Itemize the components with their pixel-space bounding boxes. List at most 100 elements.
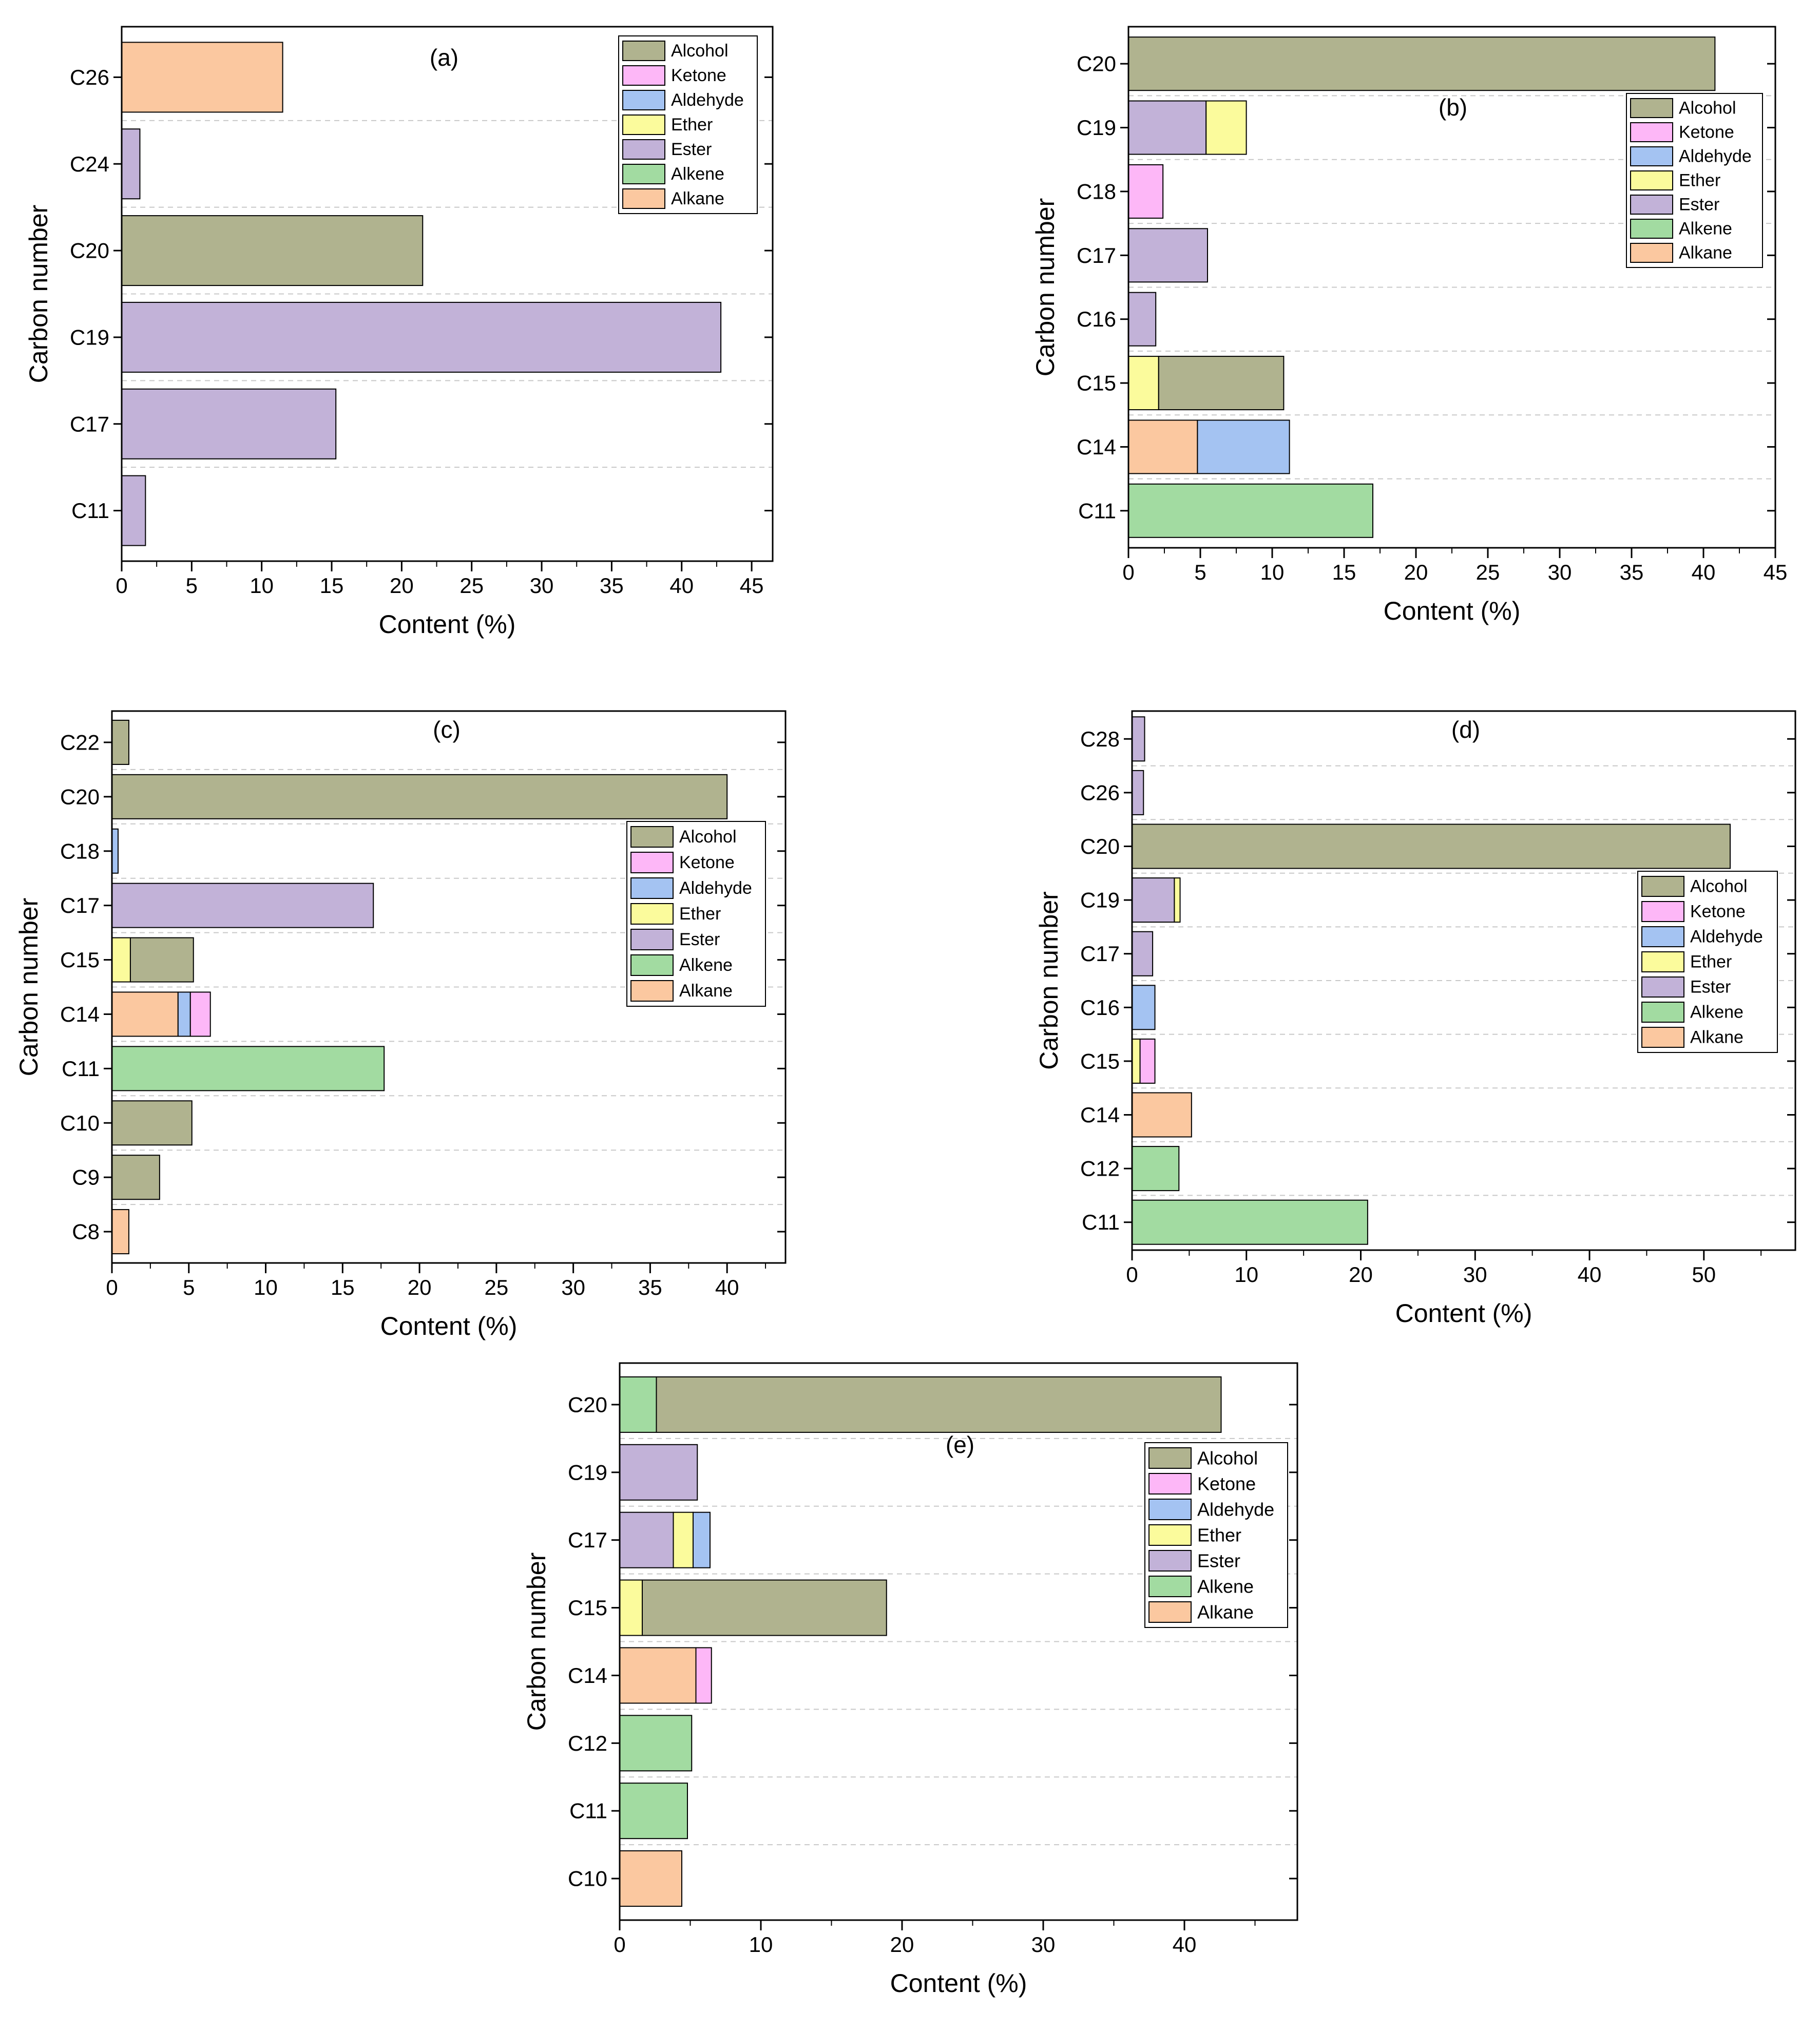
- legend-swatch-aldehyde: [1630, 146, 1673, 166]
- bar-c9-alcohol: [111, 1155, 160, 1200]
- x-tick-label: 15: [331, 1275, 355, 1299]
- legend-label-alcohol: Alcohol: [679, 827, 737, 847]
- panel-d: C11 C12 C14 C15 C16 C17 C19 C20 C26 C28 0 10 20 30 40 5…: [1034, 710, 1796, 1328]
- y-tick-label: C20: [1080, 834, 1120, 858]
- legend-swatch-alkane: [1148, 1601, 1192, 1623]
- legend-swatch-ketone: [630, 852, 674, 873]
- bar-c17-ester: [111, 883, 374, 928]
- x-tick-label: 45: [740, 573, 764, 598]
- bar-c15-ether: [1128, 356, 1159, 411]
- x-tick-label: 35: [600, 573, 624, 598]
- legend-label-ester: Ester: [1679, 195, 1719, 215]
- plot-frame: [111, 710, 787, 1264]
- legend-swatch-ester: [1630, 195, 1673, 215]
- legend-swatch-ester: [630, 929, 674, 950]
- bar-c19-ester: [121, 301, 722, 373]
- bar-c19-ester: [1128, 100, 1207, 155]
- legend-label-aldehyde: Aldehyde: [679, 878, 752, 898]
- y-tick-label: C17: [70, 412, 109, 436]
- bar-c15-ether: [111, 937, 131, 983]
- legend-swatch-ester: [1148, 1550, 1192, 1572]
- legend-label-alkane: Alkane: [671, 189, 724, 208]
- legend-swatch-ketone: [1148, 1473, 1192, 1494]
- x-tick-label: 45: [1764, 560, 1788, 584]
- legend-swatch-alkane: [1641, 1027, 1684, 1048]
- legend-swatch-ester: [1641, 976, 1684, 998]
- bar-c14-aldehyde: [177, 991, 191, 1037]
- legend-swatch-ether: [1148, 1524, 1192, 1546]
- bar-c10-alcohol: [111, 1100, 193, 1146]
- y-tick-label: C20: [70, 239, 109, 263]
- bar-c15-ketone: [1139, 1038, 1156, 1084]
- legend-label-aldehyde: Aldehyde: [1690, 927, 1763, 947]
- x-tick-label: 0: [106, 1275, 118, 1299]
- panel-label: (d): [1451, 716, 1480, 743]
- bar-c11-alkene: [1132, 1199, 1368, 1245]
- x-tick-label: 0: [116, 573, 127, 598]
- legend-label-ester: Ester: [671, 140, 712, 159]
- legend-label-alkene: Alkene: [1679, 219, 1732, 239]
- x-tick-label: 10: [254, 1275, 278, 1299]
- x-tick-label: 5: [183, 1275, 195, 1299]
- bar-c14-alkane: [619, 1647, 697, 1704]
- y-axis-title: Carbon number: [24, 205, 53, 383]
- y-tick-label: C11: [569, 1799, 607, 1823]
- legend-swatch-alkene: [630, 954, 674, 976]
- x-tick-label: 0: [614, 1932, 625, 1957]
- legend-label-ketone: Ketone: [1679, 123, 1734, 142]
- bar-c17-ester: [619, 1511, 674, 1568]
- bar-c20-alkene: [619, 1376, 657, 1433]
- legend-label-alkene: Alkene: [671, 164, 724, 184]
- legend-label-alkane: Alkane: [1679, 243, 1732, 263]
- legend-swatch-alkene: [1148, 1576, 1192, 1597]
- y-tick-label: C20: [1077, 52, 1116, 76]
- panel-a: C11 C17 C19 C20 C24 C26 0 5 10 15 20 25 30 35 40 45 Cont…: [24, 26, 774, 639]
- bar-c12-alkene: [619, 1715, 693, 1772]
- y-tick-label: C9: [72, 1165, 100, 1190]
- legend-swatch-alkane: [622, 188, 665, 209]
- x-tick-label: 0: [1122, 560, 1134, 584]
- x-tick-label: 20: [1404, 560, 1428, 584]
- y-tick-label: C14: [60, 1002, 100, 1026]
- x-axis-title: Content (%): [1384, 597, 1521, 625]
- y-axis-title: Carbon number: [1034, 891, 1063, 1069]
- y-tick-label: C26: [1080, 780, 1120, 804]
- y-tick-label: C12: [1080, 1157, 1120, 1181]
- bar-c8-alkane: [111, 1209, 129, 1255]
- bar-c26-alkane: [121, 42, 283, 113]
- bar-c20-alcohol: [1128, 36, 1716, 91]
- bar-c11-ester: [121, 475, 146, 546]
- x-tick-label: 25: [1476, 560, 1500, 584]
- legend-label-ether: Ether: [1690, 952, 1732, 972]
- bar-c18-aldehyde: [111, 828, 119, 874]
- bar-c10-alkane: [619, 1850, 682, 1907]
- bar-c12-alkene: [1132, 1146, 1180, 1192]
- y-tick-label: C28: [1080, 727, 1120, 751]
- legend-label-alkane: Alkane: [1690, 1028, 1744, 1047]
- y-tick-label: C14: [568, 1663, 607, 1688]
- x-tick-label: 5: [186, 573, 198, 598]
- legend-label-alcohol: Alcohol: [1690, 877, 1748, 896]
- bar-c16-aldehyde: [1132, 985, 1156, 1030]
- bar-c17-ether: [673, 1511, 694, 1568]
- y-tick-label: C11: [71, 499, 109, 523]
- legend-label-ketone: Ketone: [1197, 1473, 1256, 1494]
- y-tick-label: C15: [60, 948, 100, 972]
- bar-c20-alcohol: [111, 774, 728, 819]
- x-tick-label: 0: [1126, 1262, 1138, 1287]
- legend-swatch-alcohol: [1641, 876, 1684, 897]
- x-axis-title: Content (%): [890, 1969, 1027, 1998]
- x-tick-label: 30: [530, 573, 554, 598]
- y-tick-label: C19: [1077, 116, 1116, 140]
- bar-c19-ether: [1174, 877, 1181, 923]
- legend-swatch-aldehyde: [630, 877, 674, 899]
- y-tick-label: C18: [60, 839, 100, 863]
- legend-label-aldehyde: Aldehyde: [671, 90, 744, 110]
- bar-c14-aldehyde: [1197, 419, 1290, 474]
- x-tick-label: 15: [1332, 560, 1356, 584]
- x-tick-label: 40: [1692, 560, 1716, 584]
- bar-c14-ketone: [189, 991, 211, 1037]
- legend-swatch-ether: [622, 114, 665, 135]
- bar-c16-ester: [1128, 292, 1157, 347]
